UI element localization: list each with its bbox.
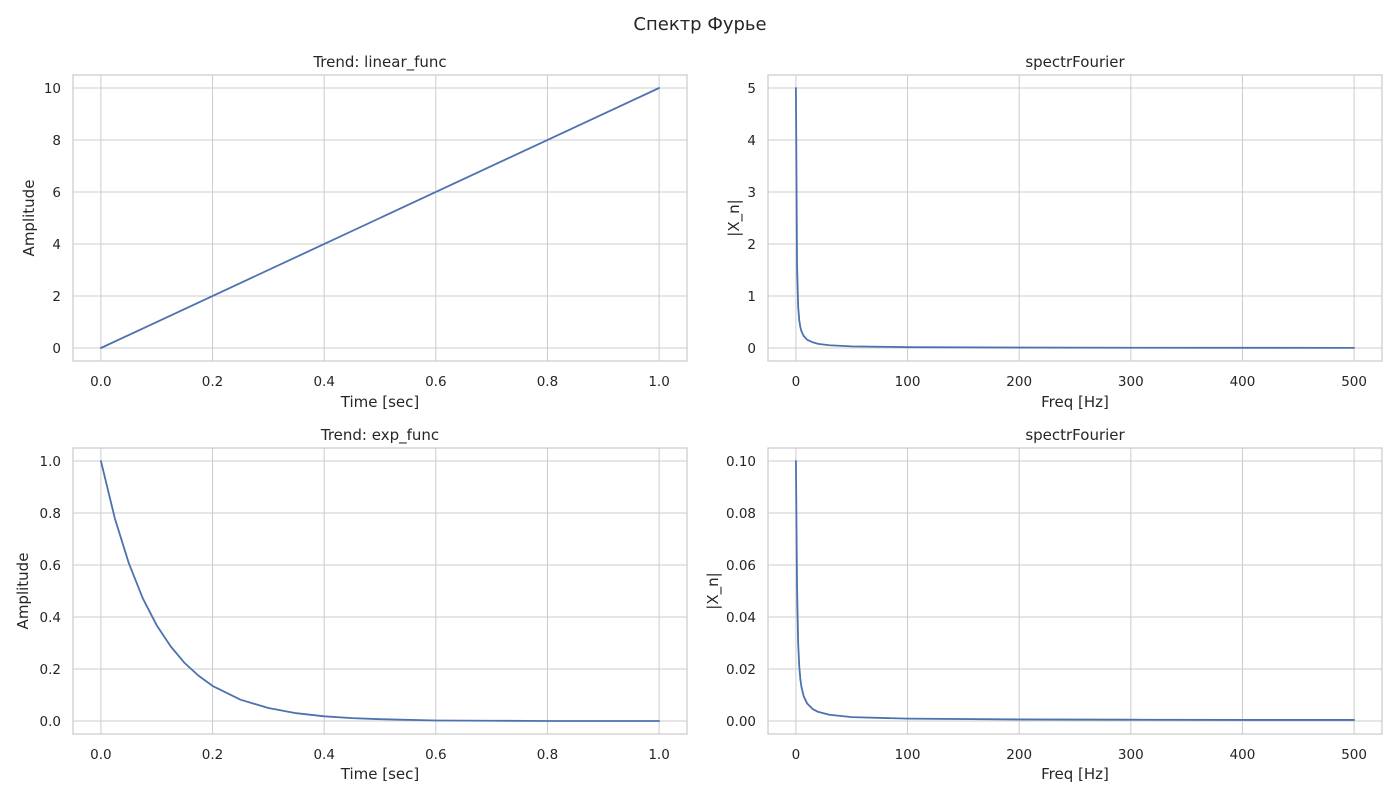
x-tick-label: 0.4: [313, 374, 334, 390]
y-tick-label: 0.10: [726, 454, 756, 470]
x-tick-label: 400: [1230, 374, 1256, 390]
y-tick-label: 0: [747, 341, 756, 357]
subplot-title: Trend: exp_func: [320, 426, 439, 445]
y-tick-label: 0: [52, 341, 61, 357]
series-line: [795, 460, 1355, 721]
x-tick-label: 0: [792, 747, 801, 763]
plot-area: [767, 447, 1383, 735]
x-tick-label: 0.0: [90, 374, 111, 390]
y-tick-label: 0.02: [726, 662, 756, 678]
y-tick-label: 3: [747, 185, 756, 201]
y-axis-label: Amplitude: [14, 553, 32, 630]
x-tick-label: 500: [1341, 747, 1367, 763]
series-line: [795, 87, 1355, 349]
series-line: [100, 460, 660, 722]
y-tick-label: 0.00: [726, 714, 756, 730]
y-tick-label: 0.0: [40, 714, 61, 730]
subplot-title: spectrFourier: [1025, 426, 1125, 444]
x-tick-label: 300: [1118, 747, 1144, 763]
subplot-title: Trend: linear_func: [312, 53, 446, 72]
y-tick-label: 6: [52, 185, 61, 201]
x-axis-label: Freq [Hz]: [1041, 765, 1109, 783]
y-tick-label: 0.8: [40, 506, 61, 522]
subplot-spectrum-exp: spectrFourier 0 100 200 300 400 500 0.00 0.02 0.…: [704, 426, 1383, 783]
x-axis-label: Time [sec]: [340, 393, 419, 411]
y-axis-label: |X_n|: [725, 199, 744, 236]
x-axis-label: Time [sec]: [340, 765, 419, 783]
x-tick-label: 400: [1230, 747, 1256, 763]
y-axis-label: Amplitude: [20, 180, 38, 257]
plot-marks: 0.0 0.2 0.4 0.6 0.8 1.0 0.0 0.2 0.4 0.6 0.8 1.0: [40, 448, 687, 763]
x-tick-label: 200: [1006, 374, 1032, 390]
y-tick-label: 4: [747, 133, 756, 149]
y-axis-label: |X_n|: [704, 572, 723, 609]
subplot-spectrum-linear: spectrFourier 0 100 200 300 400 500 0 1 2 3 4 5 Fre…: [725, 53, 1383, 411]
y-tick-label: 0.04: [726, 610, 756, 626]
y-tick-label: 1.0: [40, 454, 61, 470]
x-tick-label: 0.4: [313, 747, 334, 763]
y-tick-label: 0.4: [40, 610, 61, 626]
x-tick-label: 0.2: [202, 747, 223, 763]
plot-area: [767, 74, 1383, 362]
y-tick-label: 1: [747, 289, 756, 305]
y-tick-label: 0.2: [40, 662, 61, 678]
subplot-trend-linear: Trend: linear_func 0.0 0.2 0.4 0.6 0.8 1.0 0 2 4…: [20, 53, 688, 411]
y-tick-label: 10: [44, 81, 61, 97]
plot-marks: 0 100 200 300 400 500 0 1 2 3 4 5: [747, 75, 1382, 390]
plot-area: [72, 447, 688, 735]
x-tick-label: 1.0: [648, 747, 669, 763]
x-tick-label: 500: [1341, 374, 1367, 390]
y-tick-label: 2: [747, 237, 756, 253]
x-tick-label: 200: [1006, 747, 1032, 763]
x-tick-label: 0.2: [202, 374, 223, 390]
x-tick-label: 0.8: [537, 747, 558, 763]
y-tick-label: 4: [52, 237, 61, 253]
y-tick-label: 5: [747, 81, 756, 97]
x-tick-label: 1.0: [648, 374, 669, 390]
subplot-trend-exp: Trend: exp_func 0.0 0.2 0.4 0.6 0.8 1.0 0.0 0.2…: [14, 426, 688, 783]
x-tick-label: 100: [895, 747, 921, 763]
x-tick-label: 0.6: [425, 747, 446, 763]
x-tick-label: 0.8: [537, 374, 558, 390]
figure-title: Спектр Фурье: [633, 14, 766, 35]
x-tick-label: 300: [1118, 374, 1144, 390]
y-tick-label: 8: [52, 133, 61, 149]
x-tick-label: 0.0: [90, 747, 111, 763]
plot-marks: 0 100 200 300 400 500 0.00 0.02 0.04 0.06 0.08 0.10: [726, 448, 1382, 763]
y-tick-label: 0.08: [726, 506, 756, 522]
y-tick-label: 0.06: [726, 558, 756, 574]
x-tick-label: 0.6: [425, 374, 446, 390]
y-tick-label: 2: [52, 289, 61, 305]
plot-marks: 0.0 0.2 0.4 0.6 0.8 1.0 0 2 4 6 8 10: [44, 75, 687, 390]
y-tick-label: 0.6: [40, 558, 61, 574]
x-tick-label: 100: [895, 374, 921, 390]
x-tick-label: 0: [792, 374, 801, 390]
series-line: [100, 87, 660, 349]
subplot-title: spectrFourier: [1025, 53, 1125, 71]
x-axis-label: Freq [Hz]: [1041, 393, 1109, 411]
